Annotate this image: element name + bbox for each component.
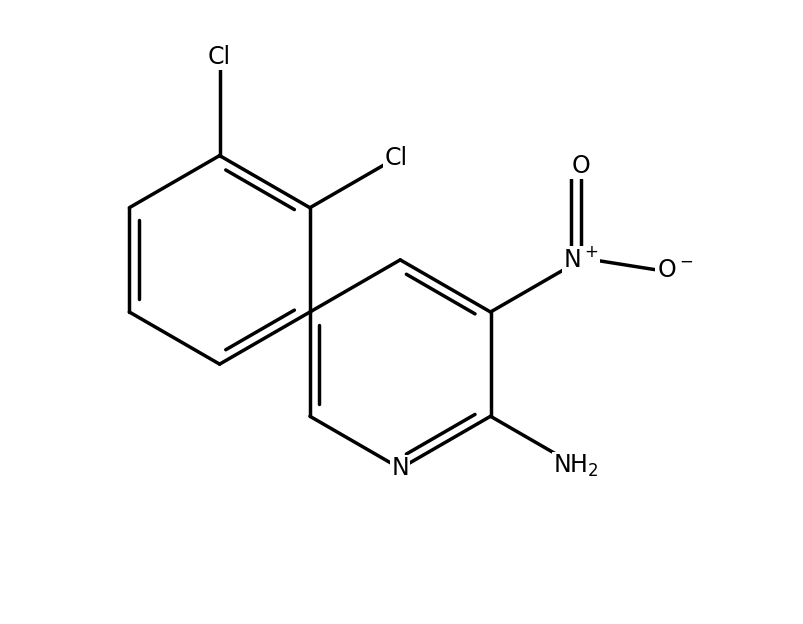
Text: N: N [391,456,409,480]
Text: N$^+$: N$^+$ [563,247,597,272]
Text: Cl: Cl [384,146,407,170]
Text: Cl: Cl [208,44,231,69]
Text: O$^-$: O$^-$ [656,258,692,282]
Text: NH$_2$: NH$_2$ [552,453,598,479]
Text: O: O [571,154,589,178]
